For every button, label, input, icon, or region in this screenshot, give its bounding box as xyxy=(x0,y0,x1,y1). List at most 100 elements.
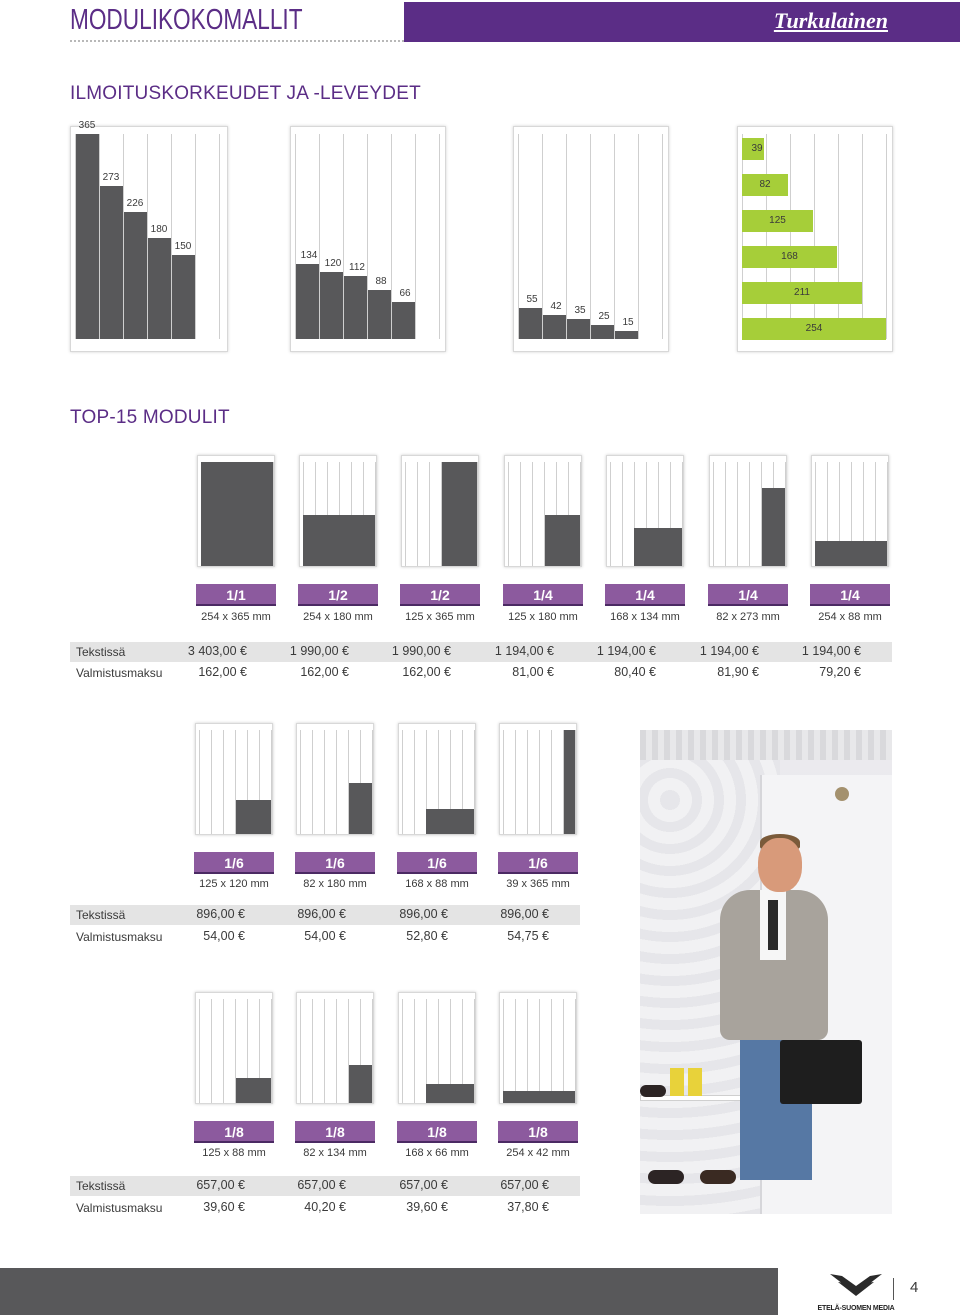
width-bar-label: 168 xyxy=(781,251,798,262)
grid-line xyxy=(295,134,296,339)
grid-line xyxy=(450,999,451,1103)
module-area xyxy=(201,462,273,566)
module-size-badge: 1/6 xyxy=(295,852,375,874)
grid-line xyxy=(761,462,762,566)
module-size-badge: 1/2 xyxy=(298,584,378,606)
module-tile xyxy=(195,723,273,835)
grid-line xyxy=(742,134,743,339)
module-area xyxy=(634,528,682,566)
grid-line xyxy=(575,999,576,1103)
module-dimensions: 125 x 180 mm xyxy=(508,611,578,623)
price-valmistus: 39,60 € xyxy=(406,1200,448,1214)
width-bar xyxy=(742,282,862,304)
chart-grid: 365 273 226 180 150 xyxy=(75,120,220,339)
grid-line xyxy=(327,462,328,566)
bird-logo-icon xyxy=(830,1274,882,1296)
price-tekstissa: 1 194,00 € xyxy=(494,644,554,658)
grid-line xyxy=(622,462,623,566)
height-bar xyxy=(567,319,590,339)
module-area xyxy=(442,462,477,566)
price-valmistus: 162,00 € xyxy=(300,665,349,679)
grid-line xyxy=(336,730,337,834)
price-tekstissa: 1 990,00 € xyxy=(289,644,349,658)
height-bar-label: 273 xyxy=(102,172,120,183)
grid-line xyxy=(300,999,301,1103)
height-bar xyxy=(148,238,171,339)
price-row-bg xyxy=(70,642,892,662)
width-bar xyxy=(742,138,764,160)
module-tile xyxy=(398,723,476,835)
grid-line xyxy=(235,999,236,1103)
grid-line xyxy=(402,999,403,1103)
grid-line xyxy=(539,730,540,834)
price-valmistus: 40,20 € xyxy=(304,1200,346,1214)
grid-line xyxy=(219,134,220,339)
price-valmistus: 54,00 € xyxy=(203,929,245,943)
height-bar xyxy=(392,302,415,339)
grid-line xyxy=(259,999,260,1103)
grid-line xyxy=(508,462,509,566)
height-bar-label: 35 xyxy=(574,305,586,316)
module-area xyxy=(236,800,271,834)
module-tile xyxy=(499,723,577,835)
price-valmistus: 54,00 € xyxy=(304,929,346,943)
price-row-bg xyxy=(70,1176,580,1196)
grid-line xyxy=(670,462,671,566)
price-tekstissa: 896,00 € xyxy=(399,907,448,921)
grid-line xyxy=(319,134,320,339)
height-bar-label: 42 xyxy=(550,301,562,312)
height-bar xyxy=(543,315,566,339)
grid-line xyxy=(477,462,478,566)
grid-line xyxy=(417,462,418,566)
grid-line xyxy=(414,999,415,1103)
grid-line xyxy=(171,134,172,339)
grid-line xyxy=(343,134,344,339)
width-bar xyxy=(742,174,788,196)
grid-line xyxy=(887,462,888,566)
height-bar xyxy=(76,134,99,339)
height-bar-label: 150 xyxy=(174,241,192,252)
grid-line xyxy=(312,999,313,1103)
height-bar-label: 226 xyxy=(126,198,144,209)
module-area xyxy=(426,809,474,834)
module-tile xyxy=(499,992,577,1104)
module-area xyxy=(236,1078,271,1103)
module-area xyxy=(815,541,887,566)
width-bar-label: 211 xyxy=(794,287,810,298)
grid-line xyxy=(568,462,569,566)
grid-line xyxy=(725,462,726,566)
height-chart-panel: 55 42 35 25 15 xyxy=(513,126,669,352)
grid-line xyxy=(247,999,248,1103)
grid-line xyxy=(199,999,200,1103)
grid-line xyxy=(324,730,325,834)
module-area xyxy=(349,783,372,834)
module-dimensions: 125 x 88 mm xyxy=(202,1147,266,1159)
grid-line xyxy=(348,730,349,834)
grid-line xyxy=(503,730,504,834)
grid-line xyxy=(575,730,576,834)
height-bar xyxy=(172,255,195,339)
grid-line xyxy=(99,134,100,339)
grid-line xyxy=(851,462,852,566)
module-dimensions: 254 x 180 mm xyxy=(303,611,373,623)
grid-line xyxy=(566,134,567,339)
module-size-badge: 1/4 xyxy=(605,584,685,606)
grid-line xyxy=(426,730,427,834)
price-tekstissa: 657,00 € xyxy=(196,1178,245,1192)
grid-line xyxy=(235,730,236,834)
grid-line xyxy=(75,134,76,339)
module-size-badge: 1/8 xyxy=(295,1121,375,1143)
grid-line xyxy=(147,134,148,339)
grid-line xyxy=(450,730,451,834)
height-chart-panel: 134 120 112 88 66 xyxy=(290,126,446,352)
module-tile xyxy=(296,992,374,1104)
module-size-badge: 1/1 xyxy=(196,584,276,606)
module-size-badge: 1/6 xyxy=(498,852,578,874)
height-bar-label: 55 xyxy=(526,294,538,305)
grid-line xyxy=(658,462,659,566)
grid-line xyxy=(405,462,406,566)
module-size-badge: 1/4 xyxy=(503,584,583,606)
price-tekstissa: 896,00 € xyxy=(297,907,346,921)
row-label-tekstissa: Tekstissä xyxy=(76,1179,126,1193)
module-size-badge: 1/8 xyxy=(194,1121,274,1143)
